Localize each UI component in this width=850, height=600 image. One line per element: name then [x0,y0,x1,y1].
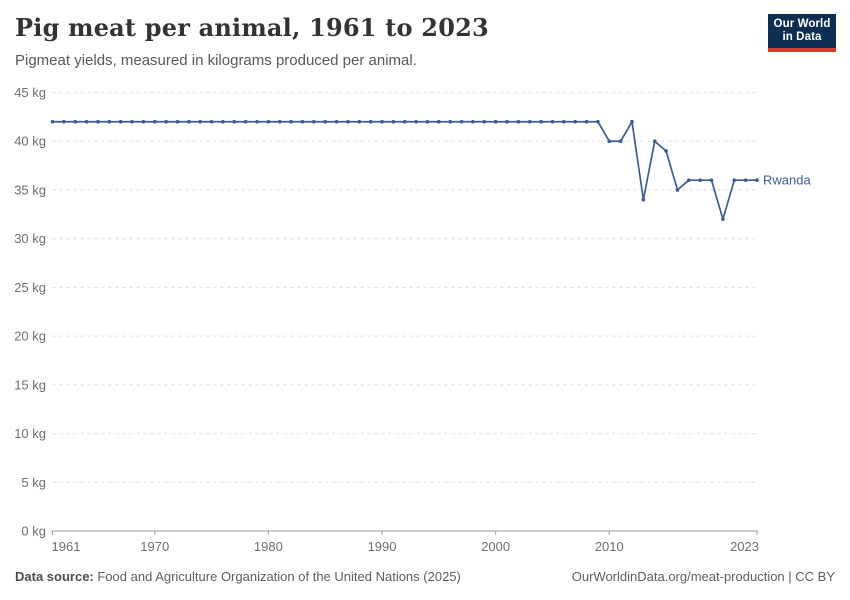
data-point[interactable] [743,178,748,182]
data-point[interactable] [562,119,566,124]
data-point[interactable] [391,119,396,124]
data-point[interactable] [84,119,89,124]
data-point[interactable] [414,119,418,124]
data-point[interactable] [73,119,78,124]
data-point[interactable] [721,217,725,221]
data-point[interactable] [141,119,146,124]
data-point[interactable] [755,178,759,182]
data-point[interactable] [641,197,646,202]
data-point[interactable] [209,119,214,124]
data-point[interactable] [437,119,441,124]
data-point[interactable] [232,119,237,124]
data-source-text: Food and Agriculture Organization of the… [93,569,461,584]
data-point[interactable] [187,119,191,124]
data-point[interactable] [527,119,532,124]
logo-line1: Our World [773,17,831,30]
data-point[interactable] [482,119,487,124]
line-chart-canvas: 0 kg 5 kg 10 kg 15 kg 20 kg 25 kg 30 kg 35 kg 40… [14,85,811,554]
y-tick-label: 10 kg [14,426,46,441]
page-title: Pig meat per animal, 1961 to 2023 [15,13,489,42]
x-tick-label: 2023 [730,539,759,554]
owid-logo[interactable]: Our World in Data [768,14,836,52]
data-point[interactable] [698,178,702,182]
data-point[interactable] [175,119,180,124]
data-point[interactable] [709,178,714,182]
logo-line2: in Data [782,31,822,43]
data-point[interactable] [164,119,168,124]
data-point[interactable] [493,119,498,124]
data-point[interactable] [516,119,521,124]
data-point[interactable] [687,178,691,182]
x-tick-label: 1961 [52,539,81,554]
data-point[interactable] [448,119,453,124]
data-point[interactable] [107,119,112,124]
data-point[interactable] [96,119,100,124]
data-point[interactable] [459,119,464,124]
data-point[interactable] [675,188,680,192]
data-point[interactable] [425,119,430,124]
data-point[interactable] [221,119,225,124]
data-point[interactable] [471,119,475,124]
data-point[interactable] [630,119,634,124]
data-line-rwanda[interactable] [51,120,758,221]
data-point[interactable] [198,119,203,124]
y-tick-label: 35 kg [14,182,46,197]
data-point[interactable] [368,119,373,124]
y-tick-label: 20 kg [14,329,46,344]
data-point[interactable] [130,119,134,124]
chart-footer: Data source: Food and Agriculture Organi… [15,569,835,584]
y-tick-label: 45 kg [14,85,46,100]
data-point[interactable] [732,178,737,182]
data-point[interactable] [652,139,657,144]
y-tick-label: 15 kg [14,377,46,392]
data-point[interactable] [573,119,577,124]
data-point[interactable] [539,119,543,124]
x-tick-label: 2000 [481,539,510,554]
y-tick-label: 25 kg [14,280,46,295]
data-point[interactable] [323,119,328,124]
series-label-rwanda: Rwanda [763,173,811,188]
data-point[interactable] [255,119,259,124]
y-tick-label: 30 kg [14,231,46,246]
data-point[interactable] [50,119,55,124]
data-point[interactable] [607,139,612,144]
data-point[interactable] [289,119,293,124]
data-point[interactable] [505,119,509,124]
x-tick-label: 1970 [140,539,169,554]
data-source: Data source: Food and Agriculture Organi… [15,569,461,584]
data-point[interactable] [664,149,668,153]
x-tick-label: 2010 [595,539,624,554]
data-point[interactable] [312,119,316,124]
data-point[interactable] [300,119,305,124]
data-point[interactable] [152,119,157,124]
data-point[interactable] [584,119,589,124]
y-tick-label: 5 kg [21,475,46,490]
y-tick-label: 0 kg [21,524,46,539]
data-point[interactable] [62,119,66,124]
data-source-label: Data source: [15,569,94,584]
data-point[interactable] [243,119,248,124]
chart-subtitle: Pigmeat yields, measured in kilograms pr… [15,52,417,69]
data-point[interactable] [334,119,339,124]
data-point[interactable] [346,119,350,124]
x-tick-label: 1980 [254,539,283,554]
x-tick-label: 1990 [368,539,397,554]
data-point[interactable] [380,119,384,124]
attribution-link[interactable]: OurWorldinData.org/meat-production | CC … [571,569,835,584]
data-point[interactable] [596,119,600,124]
data-point[interactable] [357,119,362,124]
data-point[interactable] [550,119,555,124]
data-point[interactable] [277,119,282,124]
data-point[interactable] [618,139,623,144]
data-point[interactable] [118,119,123,124]
y-tick-label: 40 kg [14,134,46,149]
data-point[interactable] [266,119,271,124]
data-point[interactable] [402,119,407,124]
